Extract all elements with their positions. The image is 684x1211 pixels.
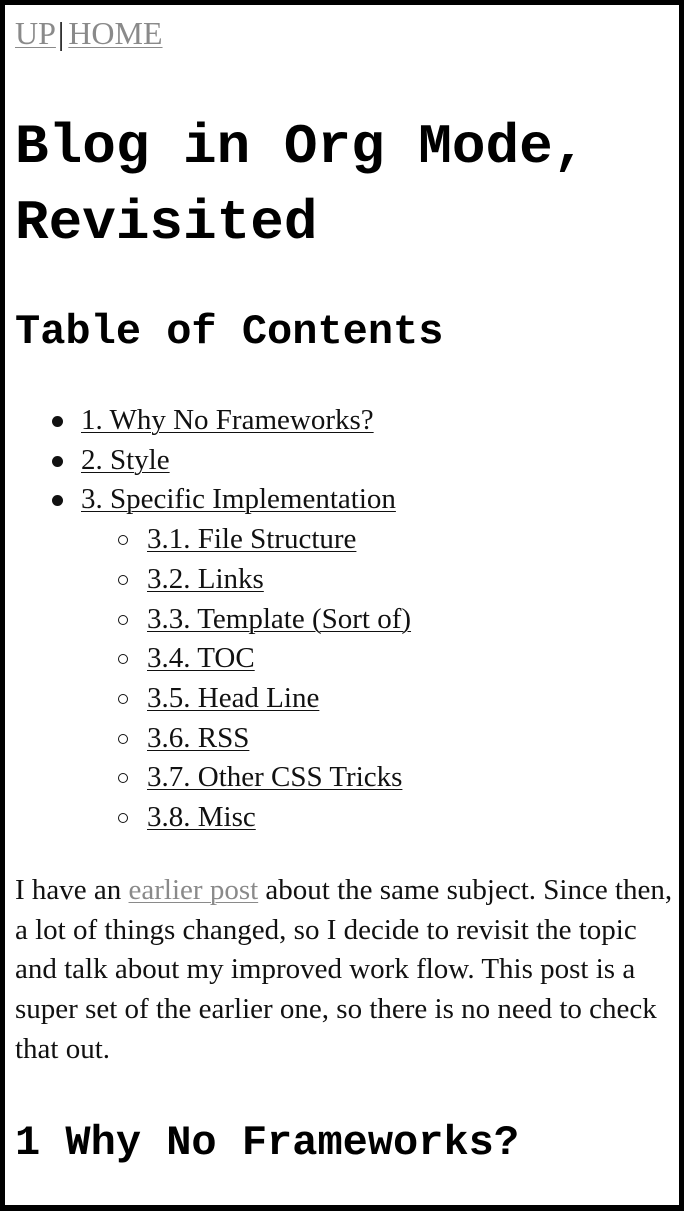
toc-subitem: 3.1. File Structure bbox=[15, 520, 411, 560]
page-title: Blog in Org Mode, Revisited bbox=[15, 115, 587, 255]
intro-paragraph: I have an earlier post about the same su… bbox=[15, 871, 679, 1070]
toc-link-other-css-tricks[interactable]: 3.7. Other CSS Tricks bbox=[147, 761, 403, 794]
earlier-post-link[interactable]: earlier post bbox=[128, 874, 259, 906]
hollow-bullet-icon bbox=[118, 614, 128, 625]
toc-link-misc[interactable]: 3.8. Misc bbox=[147, 801, 256, 834]
toc-link-file-structure[interactable]: 3.1. File Structure bbox=[147, 523, 357, 556]
hollow-bullet-icon bbox=[118, 773, 128, 784]
bullet-icon bbox=[52, 495, 63, 507]
up-link[interactable]: UP bbox=[15, 15, 56, 51]
toc-link-template[interactable]: 3.3. Template (Sort of) bbox=[147, 602, 412, 635]
toc-subitem: 3.6. RSS bbox=[15, 719, 411, 759]
toc-item: 2. Style bbox=[15, 441, 411, 481]
section-heading-why-no-frameworks: 1 Why No Frameworks? bbox=[15, 1119, 520, 1167]
toc-item: 1. Why No Frameworks? bbox=[15, 401, 411, 441]
top-nav: UP| HOME bbox=[15, 15, 163, 51]
toc-link-toc[interactable]: 3.4. TOC bbox=[147, 642, 255, 675]
toc-subitem: 3.5. Head Line bbox=[15, 679, 411, 719]
toc-link-head-line[interactable]: 3.5. Head Line bbox=[147, 681, 320, 714]
bullet-icon bbox=[52, 416, 63, 427]
hollow-bullet-icon bbox=[118, 654, 128, 665]
toc-link-style[interactable]: 2. Style bbox=[81, 443, 170, 476]
intro-text-before: I have an bbox=[15, 874, 129, 906]
toc-subitem: 3.7. Other CSS Tricks bbox=[15, 758, 411, 798]
hollow-bullet-icon bbox=[118, 813, 128, 824]
hollow-bullet-icon bbox=[118, 693, 128, 704]
hollow-bullet-icon bbox=[118, 574, 128, 585]
bullet-icon bbox=[52, 455, 63, 467]
toc-subitem: 3.4. TOC bbox=[15, 639, 411, 679]
toc-subitem: 3.2. Links bbox=[15, 560, 411, 600]
toc-item: 3. Specific Implementation bbox=[15, 480, 411, 520]
toc-heading: Table of Contents bbox=[15, 308, 444, 356]
intro-text-after: about the same subject. Since then, a lo… bbox=[15, 874, 673, 1065]
nav-separator: | bbox=[57, 15, 65, 51]
toc-subitem: 3.8. Misc bbox=[15, 798, 411, 838]
toc-link-why-no-frameworks[interactable]: 1. Why No Frameworks? bbox=[81, 404, 374, 436]
hollow-bullet-icon bbox=[118, 733, 128, 744]
toc-link-specific-implementation[interactable]: 3. Specific Implementation bbox=[81, 483, 396, 516]
toc-link-rss[interactable]: 3.6. RSS bbox=[147, 721, 250, 754]
home-link[interactable]: HOME bbox=[68, 15, 163, 51]
toc-subitem: 3.3. Template (Sort of) bbox=[15, 600, 411, 640]
toc-link-links[interactable]: 3.2. Links bbox=[147, 562, 264, 595]
table-of-contents: 1. Why No Frameworks? 2. Style 3. Specif… bbox=[15, 401, 411, 838]
hollow-bullet-icon bbox=[118, 535, 128, 546]
